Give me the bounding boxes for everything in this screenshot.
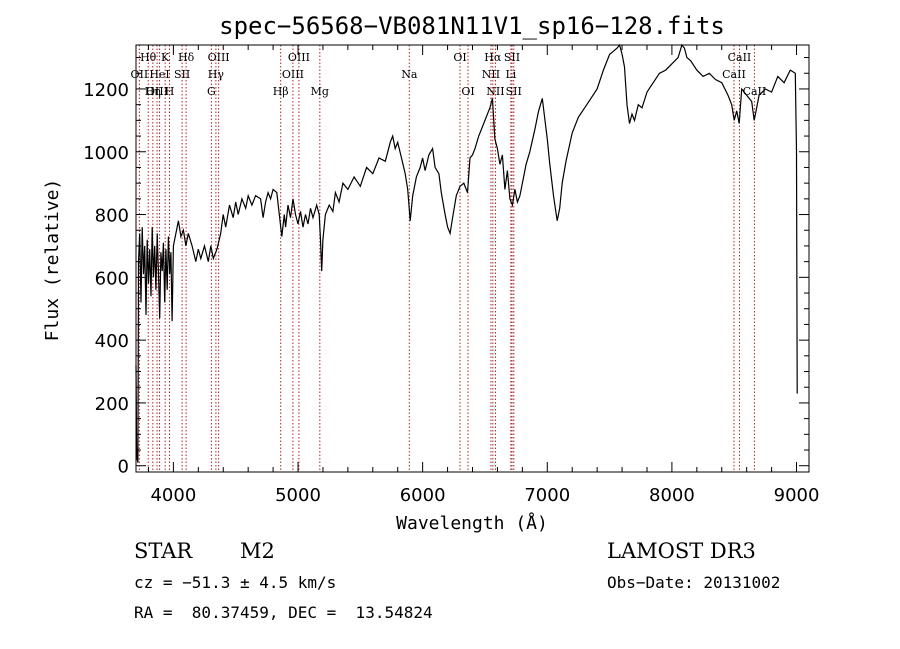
emission-line-label: OI [453, 51, 466, 64]
emission-line-label: NII [482, 68, 500, 81]
y-tick-label: 0 [118, 457, 129, 478]
x-axis-ticks: 4000 5000 6000 7000 8000 9000 [147, 45, 820, 506]
emission-line-label: H [165, 85, 175, 98]
x-axis-label: Wavelength (Å) [396, 512, 548, 534]
x-tick-label: 4000 [150, 485, 196, 506]
emission-line-label: G [207, 85, 216, 98]
emission-line-label: NII [486, 85, 504, 98]
emission-line-label: Li [505, 68, 516, 81]
y-tick-label: 800 [95, 206, 129, 227]
chart-title: spec−56568−VB081N11V1_sp16−128.fits [219, 12, 725, 40]
y-axis-label: Flux (relative) [42, 179, 63, 342]
obs-date: Obs−Date: 20131002 [607, 573, 781, 592]
emission-line-label: OIII [208, 51, 230, 64]
emission-line-label: OIII [288, 51, 310, 64]
emission-line-label: Hα [484, 51, 502, 64]
x-tick-label: 6000 [400, 485, 446, 506]
survey-name: LAMOST DR3 [607, 539, 756, 563]
redshift-readout: cz = −51.3 ± 4.5 km/s [134, 573, 337, 592]
y-tick-label: 600 [95, 268, 129, 289]
x-tick-label: 9000 [774, 485, 820, 506]
emission-line-label: Hθ [140, 51, 157, 64]
emission-line-label: OII [131, 68, 149, 81]
y-tick-label: 400 [95, 331, 129, 352]
emission-line-label: HeI [149, 68, 169, 81]
emission-line-label: Hγ [208, 68, 225, 81]
emission-line-label: Mg [311, 85, 329, 98]
spectrum-line [135, 43, 798, 463]
emission-line-label: Na [401, 68, 418, 81]
x-tick-label: 8000 [649, 485, 695, 506]
emission-line-label: SII [174, 68, 190, 81]
y-tick-label: 1200 [83, 80, 129, 101]
object-class: STAR [134, 539, 193, 563]
emission-line-label: OI [461, 85, 474, 98]
emission-line-markers [138, 45, 755, 472]
x-tick-label: 7000 [524, 485, 570, 506]
object-subclass: M2 [240, 539, 275, 563]
emission-line-label: Hδ [178, 51, 195, 64]
x-tick-label: 5000 [275, 485, 321, 506]
emission-line-label: CaII [728, 51, 752, 64]
y-tick-label: 200 [95, 394, 129, 415]
emission-line-label: Hη [145, 85, 161, 98]
y-tick-label: 1000 [83, 143, 129, 164]
emission-line-label: Hβ [273, 85, 289, 98]
emission-line-label: SII [506, 85, 522, 98]
plot-frame [135, 44, 810, 473]
emission-line-label: SII [504, 51, 520, 64]
emission-line-label: K [161, 51, 170, 64]
coordinates: RA = 80.37459, DEC = 13.54824 [134, 603, 433, 622]
emission-line-label: OIII [146, 85, 168, 98]
emission-line-label: CaII [722, 68, 746, 81]
emission-line-label: OIII [282, 68, 304, 81]
y-axis-ticks: 0 200 400 600 800 1000 1200 [83, 57, 809, 478]
